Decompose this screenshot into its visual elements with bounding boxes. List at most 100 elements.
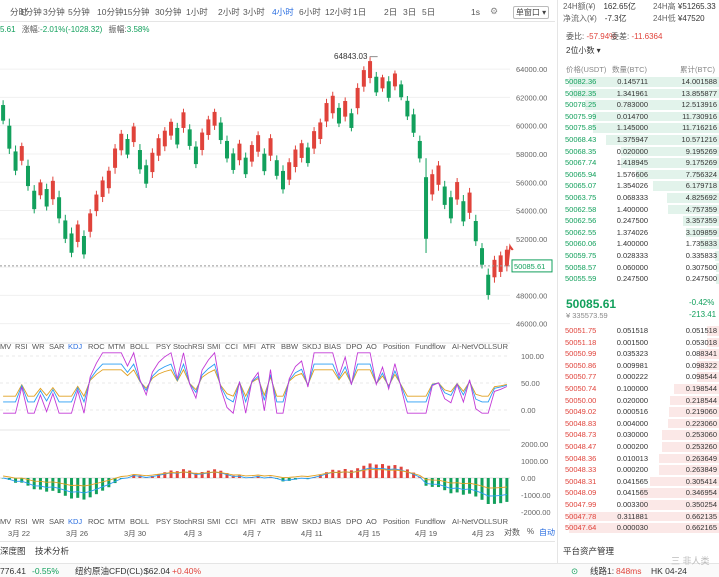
- timeframe-10[interactable]: 4小时: [272, 7, 294, 17]
- orderbook-row[interactable]: 50082.35 1.341961 13.855877: [563, 88, 719, 100]
- timeframe-15[interactable]: 3日: [403, 7, 417, 17]
- orderbook-row[interactable]: 50048.36 0.010013 0.263649: [563, 453, 719, 465]
- indicator-tab-lsur[interactable]: LSUR: [488, 517, 509, 526]
- orderbook-row[interactable]: 50048.09 0.041565 0.346954: [563, 487, 719, 499]
- indicator-tab-psy[interactable]: PSY: [156, 517, 172, 526]
- orderbook-row[interactable]: 50063.75 0.068333 4.825692: [563, 192, 719, 204]
- indicator-tab-rsi[interactable]: RSI: [15, 342, 28, 351]
- orderbook-row[interactable]: 50047.99 0.003300 0.350254: [563, 499, 719, 511]
- timeframe-9[interactable]: 3小时: [243, 7, 265, 17]
- timeframe-2[interactable]: 3分钟: [43, 7, 65, 17]
- indicator-tab-ai-netvol[interactable]: AI-NetVOL: [452, 342, 489, 351]
- line-label[interactable]: 线路1:: [590, 566, 615, 576]
- indicator-tab-dpo[interactable]: DPO: [346, 517, 363, 526]
- timeframe-8[interactable]: 2小时: [218, 7, 240, 17]
- settings-icon[interactable]: ⚙: [490, 6, 499, 16]
- indicator-tab-dpo[interactable]: DPO: [346, 342, 363, 351]
- orderbook-row[interactable]: 50055.59 0.247500 0.247500: [563, 273, 719, 285]
- auto-toggle[interactable]: 自动: [539, 528, 555, 537]
- orderbook-row[interactable]: 50060.06 1.400000 1.735833: [563, 238, 719, 250]
- orderbook-row[interactable]: 50078.25 0.783000 12.513916: [563, 99, 719, 111]
- orderbook-row[interactable]: 50048.31 0.041565 0.305414: [563, 476, 719, 488]
- candlestick-chart[interactable]: 64000.00 62000.00 60000.00 58000.00 56000.00…: [0, 30, 555, 540]
- timeframe-11[interactable]: 6小时: [299, 7, 321, 17]
- indicator-tab-mfi[interactable]: MFI: [243, 517, 256, 526]
- indicator-tab-rsi[interactable]: RSI: [15, 517, 28, 526]
- orderbook-row[interactable]: 50050.77 0.000222 0.098544: [563, 371, 719, 383]
- orderbook-row[interactable]: 50059.75 0.028333 0.335833: [563, 250, 719, 262]
- indicator-tab-fundflow[interactable]: Fundflow: [415, 517, 446, 526]
- indicator-tab-wr[interactable]: WR: [32, 517, 45, 526]
- window-mode-select[interactable]: 单窗口 ▾: [513, 6, 549, 19]
- timeframe-13[interactable]: 1日: [353, 7, 367, 17]
- orderbook-row[interactable]: 50051.75 0.051518 0.051518: [563, 325, 719, 337]
- timeframe-12[interactable]: 12小时: [325, 7, 352, 17]
- interval-1s-button[interactable]: 1s: [471, 7, 480, 17]
- indicator-tab-mtm[interactable]: MTM: [108, 517, 126, 526]
- orderbook-row[interactable]: 50058.57 0.060000 0.307500: [563, 262, 719, 274]
- indicator-tab-ai-netvol[interactable]: AI-NetVOL: [452, 517, 489, 526]
- indicator-tab-position[interactable]: Position: [383, 342, 410, 351]
- orderbook-row[interactable]: 50075.99 0.014700 11.730916: [563, 111, 719, 123]
- platform-assets-label[interactable]: 平台资产管理: [563, 546, 615, 556]
- timeframe-4[interactable]: 10分钟: [97, 7, 124, 17]
- indicator-tab-stochrsi[interactable]: StochRSI: [173, 342, 205, 351]
- timeframe-0[interactable]: 分时: [10, 7, 28, 17]
- orderbook-row[interactable]: 50050.99 0.035323 0.088341: [563, 348, 719, 360]
- orderbook-row[interactable]: 50047.64 0.000030 0.662165: [563, 522, 719, 534]
- indicator-tab-ao[interactable]: AO: [366, 517, 377, 526]
- indicator-tab-bias[interactable]: BIAS: [324, 342, 342, 351]
- orderbook-row[interactable]: 50068.43 1.375947 10.571216: [563, 134, 719, 146]
- indicator-tab-wr[interactable]: WR: [32, 342, 45, 351]
- orderbook-row[interactable]: 50050.00 0.020000 0.218544: [563, 395, 719, 407]
- indicator-tab-atr[interactable]: ATR: [261, 517, 276, 526]
- orderbook-row[interactable]: 50050.86 0.009981 0.098322: [563, 360, 719, 372]
- orderbook-row[interactable]: 50048.73 0.030000 0.253060: [563, 429, 719, 441]
- indicator-tab-cci[interactable]: CCI: [225, 517, 238, 526]
- indicator-tab-roc[interactable]: ROC: [88, 342, 105, 351]
- timeframe-16[interactable]: 5日: [422, 7, 436, 17]
- indicator-tab-atr[interactable]: ATR: [261, 342, 276, 351]
- orderbook-row[interactable]: 50062.55 1.374026 3.109859: [563, 227, 719, 239]
- indicator-tab-cci[interactable]: CCI: [225, 342, 238, 351]
- orderbook-row[interactable]: 50075.85 1.145000 11.716216: [563, 122, 719, 134]
- orderbook-row[interactable]: 50068.35 0.020000 9.195269: [563, 146, 719, 158]
- orderbook-row[interactable]: 50062.56 0.247500 3.357359: [563, 215, 719, 227]
- orderbook-row[interactable]: 50048.83 0.004000 0.223060: [563, 418, 719, 430]
- indicator-tab-stochrsi[interactable]: StochRSI: [173, 517, 205, 526]
- indicator-tab-sar[interactable]: SAR: [49, 517, 65, 526]
- orderbook-row[interactable]: 50049.02 0.000516 0.219060: [563, 406, 719, 418]
- orderbook-row[interactable]: 50051.18 0.001500 0.053018: [563, 337, 719, 349]
- indicator-tab-mv[interactable]: MV: [0, 342, 12, 351]
- indicator-tab-mfi[interactable]: MFI: [243, 342, 256, 351]
- orderbook-row[interactable]: 50062.58 1.400000 4.757359: [563, 204, 719, 216]
- timeframe-7[interactable]: 1小时: [186, 7, 208, 17]
- orderbook-row[interactable]: 50048.47 0.000200 0.253260: [563, 441, 719, 453]
- timeframe-14[interactable]: 2日: [384, 7, 398, 17]
- indicator-tab-boll[interactable]: BOLL: [130, 517, 150, 526]
- orderbook-row[interactable]: 50065.94 1.576606 7.756324: [563, 169, 719, 181]
- orderbook-row[interactable]: 50048.33 0.000200 0.263849: [563, 464, 719, 476]
- indicator-tab-bbw[interactable]: BBW: [281, 342, 299, 351]
- orderbook-row[interactable]: 50050.74 0.100000 0.198544: [563, 383, 719, 395]
- percent-toggle[interactable]: %: [527, 527, 535, 536]
- indicator-tab-position[interactable]: Position: [383, 517, 410, 526]
- indicator-tab-bias[interactable]: BIAS: [324, 517, 342, 526]
- indicator-tab-lsur[interactable]: LSUR: [488, 342, 509, 351]
- indicator-tab-kdj[interactable]: KDJ: [68, 342, 83, 351]
- orderbook-row[interactable]: 50047.78 0.311881 0.662135: [563, 511, 719, 523]
- log-toggle[interactable]: 对数: [504, 528, 520, 537]
- indicator-tab-psy[interactable]: PSY: [156, 342, 172, 351]
- orderbook-row[interactable]: 50065.07 1.354026 6.179718: [563, 180, 719, 192]
- indicator-tab-kdj[interactable]: KDJ: [68, 517, 83, 526]
- indicator-tab-bbw[interactable]: BBW: [281, 517, 299, 526]
- indicator-tab-ao[interactable]: AO: [366, 342, 377, 351]
- indicator-tab-boll[interactable]: BOLL: [130, 342, 150, 351]
- indicator-tab-mv[interactable]: MV: [0, 517, 12, 526]
- timeframe-5[interactable]: 15分钟: [123, 7, 150, 17]
- indicator-tab-skdj[interactable]: SKDJ: [302, 342, 322, 351]
- indicator-tab-mtm[interactable]: MTM: [108, 342, 126, 351]
- timeframe-1[interactable]: 1分钟: [20, 7, 42, 17]
- indicator-tab-smi[interactable]: SMI: [207, 517, 221, 526]
- timeframe-6[interactable]: 30分钟: [155, 7, 182, 17]
